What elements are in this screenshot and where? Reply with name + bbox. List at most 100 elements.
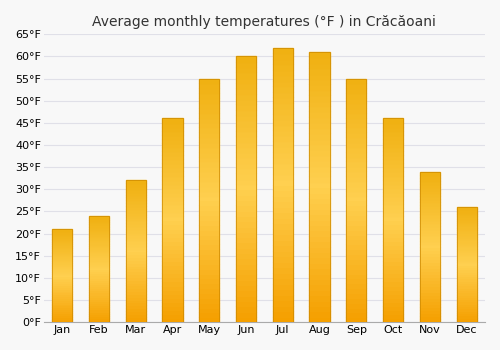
Bar [346,303,366,308]
Bar [52,259,72,261]
Bar [346,293,366,298]
Bar [383,200,403,204]
Bar [383,139,403,143]
Bar [199,210,220,215]
Bar [272,185,293,190]
Bar [383,204,403,208]
Bar [236,296,256,301]
Bar [383,167,403,172]
Bar [236,226,256,232]
Bar [420,244,440,247]
Bar [89,284,109,286]
Bar [272,130,293,135]
Bar [346,313,366,317]
Bar [89,252,109,254]
Bar [52,303,72,306]
Bar [456,301,476,304]
Bar [199,98,220,103]
Bar [272,92,293,97]
Bar [89,224,109,226]
Bar [272,196,293,201]
Bar [272,201,293,207]
Bar [126,192,146,195]
Bar [420,214,440,217]
Bar [456,241,476,244]
Bar [199,303,220,308]
Bar [272,152,293,158]
Bar [272,163,293,168]
Bar [310,90,330,95]
Bar [52,279,72,281]
Bar [272,64,293,70]
Bar [420,271,440,274]
Bar [456,304,476,306]
Bar [89,235,109,237]
Bar [236,83,256,88]
Bar [126,246,146,248]
Bar [236,141,256,147]
Bar [236,67,256,72]
Bar [162,127,182,131]
Bar [52,233,72,235]
Title: Average monthly temperatures (°F ) in Crăcăoani: Average monthly temperatures (°F ) in Cr… [92,15,436,29]
Bar [346,264,366,269]
Bar [126,291,146,294]
Bar [52,246,72,248]
Bar [310,268,330,274]
Bar [52,237,72,238]
Bar [126,243,146,246]
Bar [162,298,182,302]
Bar [310,68,330,74]
Bar [199,317,220,322]
Bar [236,158,256,163]
Bar [420,241,440,244]
Bar [456,253,476,255]
Bar [272,218,293,223]
Bar [456,209,476,212]
Bar [420,253,440,256]
Bar [126,294,146,297]
Bar [162,172,182,176]
Bar [272,125,293,130]
Bar [126,271,146,274]
Bar [346,205,366,210]
Bar [52,268,72,270]
Bar [420,184,440,187]
Bar [310,198,330,203]
Bar [420,277,440,280]
Bar [199,254,220,259]
Bar [162,273,182,278]
Bar [199,220,220,225]
Bar [272,147,293,152]
Bar [383,281,403,286]
Bar [199,79,220,84]
Bar [236,152,256,158]
Bar [162,155,182,159]
Bar [456,248,476,251]
Bar [162,163,182,167]
Bar [346,196,366,201]
Bar [420,208,440,211]
Bar [126,263,146,266]
Bar [420,190,440,193]
Bar [199,215,220,220]
Bar [162,184,182,188]
Bar [310,279,330,285]
Bar [420,286,440,289]
Bar [310,214,330,219]
Bar [456,313,476,315]
Bar [420,280,440,283]
Bar [162,200,182,204]
Bar [346,161,366,166]
Bar [236,285,256,290]
Bar [383,237,403,241]
Bar [89,226,109,229]
Bar [236,88,256,94]
Bar [383,257,403,261]
Bar [52,252,72,253]
Bar [236,306,256,312]
Bar [310,144,330,149]
Bar [346,156,366,161]
Bar [199,152,220,156]
Bar [383,229,403,233]
